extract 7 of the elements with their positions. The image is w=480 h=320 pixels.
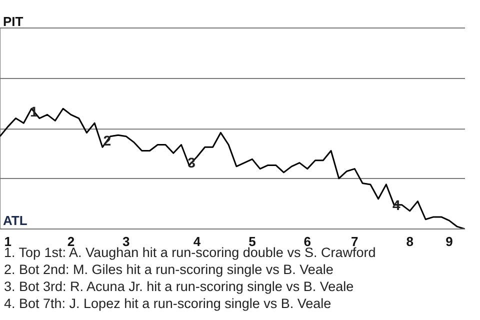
text: PIT: [3, 14, 24, 29]
x-tick-label: 9: [446, 234, 453, 250]
text: 3. Bot 3rd: R. Acuna Jr. hit a run-scoring single vs B. Veale: [4, 278, 355, 295]
x-tick-label: 8: [406, 234, 414, 250]
text: 2. Bot 2nd: M. Giles hit a run-scoring single vs B. Veale: [4, 261, 334, 278]
annotation: ATL: [3, 213, 28, 228]
text: 4. Bot 7th: J. Lopez hit a run-scoring single vs B. Veale: [4, 295, 332, 312]
